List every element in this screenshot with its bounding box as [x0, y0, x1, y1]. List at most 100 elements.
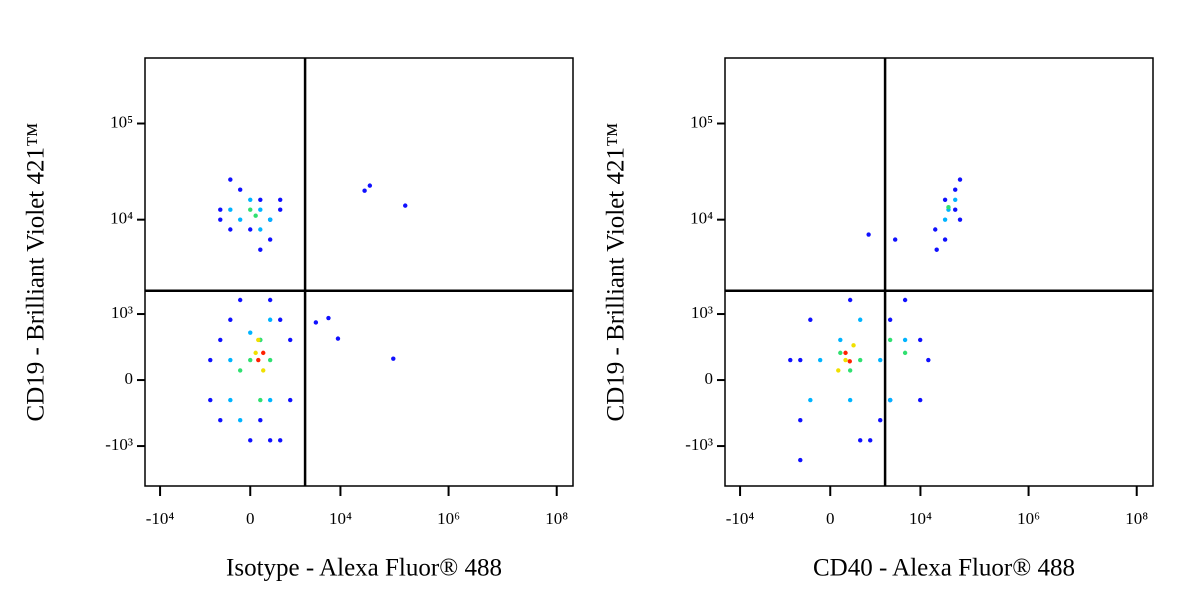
event-point	[248, 438, 253, 443]
event-point	[934, 247, 939, 252]
event-point	[838, 350, 843, 356]
event-point	[267, 237, 273, 242]
x-tick-label: 10⁴	[329, 509, 352, 528]
event-point	[237, 418, 243, 423]
y-tick-label: -10³	[685, 435, 713, 454]
event-point	[228, 397, 233, 403]
x-tick-label: 10⁸	[1125, 509, 1148, 528]
x-axis-title: Isotype - Alexa Fluor® 488	[226, 555, 502, 582]
event-point	[942, 237, 948, 242]
event-point	[267, 297, 273, 303]
event-point	[278, 317, 283, 322]
event-point	[878, 357, 883, 363]
event-point	[798, 357, 803, 363]
event-point	[248, 197, 253, 202]
event-point	[362, 188, 367, 193]
event-point	[267, 438, 273, 443]
event-point	[843, 357, 848, 363]
event-point	[836, 368, 841, 373]
event-point	[933, 227, 938, 232]
event-point	[847, 297, 853, 303]
event-point	[902, 337, 908, 343]
event-point	[838, 337, 843, 343]
event-point	[258, 247, 263, 252]
x-tick-label: 10⁶	[1017, 509, 1040, 528]
event-point	[851, 343, 856, 348]
y-tick-label: 10³	[111, 303, 133, 322]
event-point	[917, 397, 923, 403]
event-point	[953, 187, 958, 192]
event-point	[326, 315, 331, 321]
event-point	[218, 207, 223, 212]
event-point	[258, 197, 263, 202]
event-point	[847, 359, 852, 364]
y-axis-title: CD19 - Brilliant Violet 421™	[603, 123, 630, 422]
event-point	[237, 297, 243, 303]
event-point	[237, 187, 243, 192]
event-point	[868, 438, 873, 443]
event-point	[843, 350, 848, 356]
y-tick-label: 10⁵	[110, 112, 133, 131]
event-point	[237, 368, 243, 373]
event-point	[253, 213, 258, 218]
event-point	[248, 227, 253, 232]
y-tick-label: -10³	[105, 435, 133, 454]
event-point	[902, 350, 908, 356]
event-point	[808, 317, 813, 322]
event-point	[942, 217, 948, 222]
event-point	[237, 217, 243, 222]
event-point	[228, 357, 233, 363]
event-point	[261, 368, 266, 373]
event-point	[278, 207, 283, 212]
event-point	[858, 317, 863, 322]
event-point	[403, 203, 408, 208]
event-point	[258, 207, 263, 212]
y-axis-title: CD19 - Brilliant Violet 421™	[23, 123, 50, 422]
y-tick-label: 0	[125, 369, 134, 388]
x-axis-title: CD40 - Alexa Fluor® 488	[813, 555, 1075, 582]
event-point	[391, 356, 396, 361]
event-point	[313, 320, 319, 325]
event-point	[887, 337, 893, 343]
event-point	[256, 337, 261, 343]
event-point	[946, 204, 951, 210]
event-point	[878, 418, 883, 423]
plot-frame	[144, 57, 574, 487]
event-point	[953, 197, 958, 202]
event-point	[228, 317, 233, 322]
x-tick-label: 10⁴	[909, 509, 932, 528]
event-point	[942, 197, 948, 202]
event-point	[258, 418, 263, 423]
event-point	[228, 207, 233, 212]
event-point	[798, 418, 803, 423]
event-point	[866, 232, 871, 237]
event-point	[957, 177, 963, 182]
event-point	[798, 457, 803, 463]
event-point	[218, 337, 223, 343]
event-point	[258, 227, 263, 232]
event-point	[887, 317, 893, 322]
event-point	[817, 357, 823, 363]
event-point	[288, 337, 293, 343]
y-tick-label: 10⁴	[690, 209, 713, 228]
event-point	[278, 197, 283, 202]
event-point	[926, 357, 931, 363]
event-point	[248, 330, 253, 335]
event-point	[808, 397, 813, 403]
event-point	[258, 397, 263, 403]
event-point	[267, 357, 273, 363]
event-point	[892, 237, 898, 242]
y-tick-label: 10⁴	[110, 209, 133, 228]
y-tick-label: 10³	[691, 303, 713, 322]
event-point	[218, 217, 223, 222]
x-tick-label: 0	[246, 509, 255, 528]
event-point	[288, 397, 293, 403]
event-point	[267, 317, 273, 322]
event-point	[847, 397, 853, 403]
event-point	[253, 350, 258, 356]
event-point	[858, 357, 863, 363]
x-tick-label: -10⁴	[146, 509, 175, 528]
x-tick-label: -10⁴	[726, 509, 755, 528]
